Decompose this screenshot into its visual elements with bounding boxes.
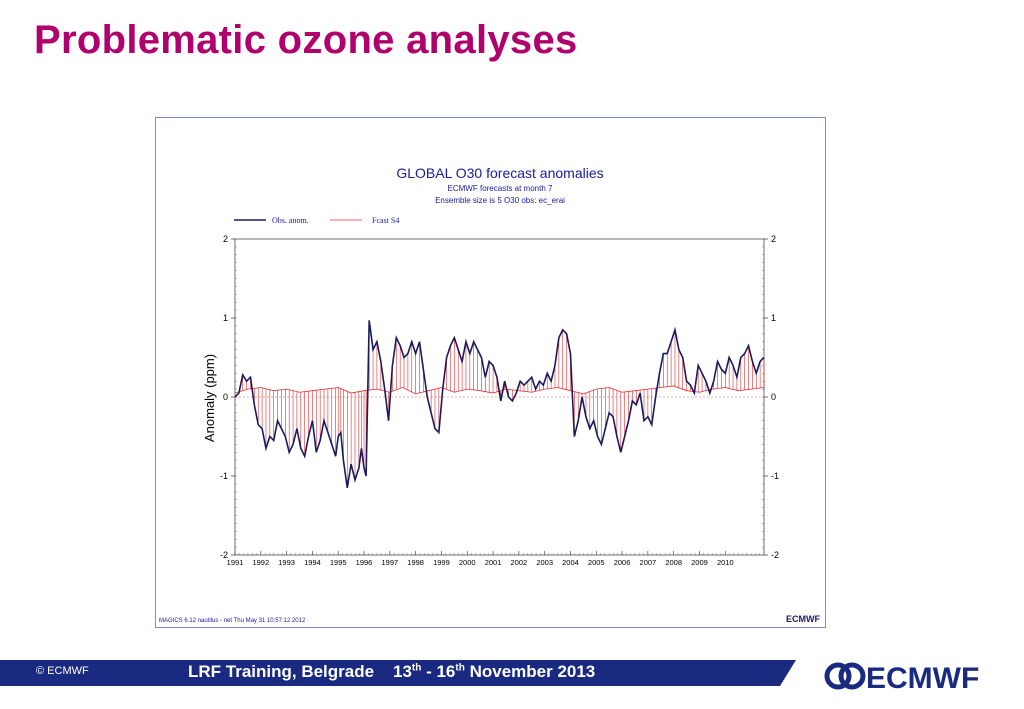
chart-subtitle-2: Ensemble size is 5 O30 obs: ec_erai [435,196,565,205]
x-tick-label: 2000 [459,558,476,567]
y-tick-label-right: 1 [771,313,776,323]
obs-line [234,320,765,488]
y-tick-label-left: 0 [223,392,228,402]
legend-label-obs: Obs. anom. [272,216,309,225]
footer-event-text: LRF Training, Belgrade 13th - 16th Novem… [188,662,595,682]
ecmwf-logo-text: ECMWF [866,662,979,695]
chart-subtitle-1: ECMWF forecasts at month 7 [448,184,553,193]
x-tick-label: 2006 [614,558,631,567]
x-tick-label: 2009 [691,558,708,567]
footer-date-sep: - 16 [421,662,456,681]
y-tick-label-left: 2 [223,234,228,244]
x-tick-label: 1999 [433,558,450,567]
x-tick-label: 2007 [640,558,657,567]
x-tick-label: 2004 [562,558,579,567]
footer-date-start-sup: th [411,662,422,674]
x-tick-label: 2001 [485,558,502,567]
footer-event: LRF Training, Belgrade [188,662,375,681]
footer-date-rest: November 2013 [464,662,596,681]
y-tick-label-right: 0 [771,392,776,402]
fcast-series [234,320,765,488]
x-tick-label: 2008 [665,558,682,567]
y-tick-label-right: -2 [771,550,779,560]
ecmwf-logo: ECMWF [824,662,979,695]
y-axis-label: Anomaly (ppm) [202,354,217,442]
y-tick-label-right: 2 [771,234,776,244]
footer-copyright: © ECMWF [36,665,89,677]
x-tick-label: 1997 [381,558,398,567]
figure-credit: MAGICS 6.12 nautilus - net Thu May 31 10… [159,618,306,624]
small-ecmwf-logo: ECMWF [786,614,820,624]
x-tick-label: 1991 [227,558,244,567]
footer-date-end-sup: th [455,662,465,674]
y-tick-label-right: -1 [771,471,779,481]
y-tick-label-left: -2 [220,550,228,560]
x-tick-label: 1993 [278,558,295,567]
y-tick-label-left: -1 [220,471,228,481]
x-tick-label: 1996 [356,558,373,567]
slide-title: Problematic ozone analyses [34,18,578,62]
chart-figure: GLOBAL O30 forecast anomalies ECMWF fore… [155,117,826,628]
legend-label-fcast: Fcast S4 [372,216,399,225]
footer-bar [0,660,796,686]
x-tick-label: 1998 [407,558,424,567]
x-tick-label: 1992 [252,558,269,567]
x-tick-label: 2002 [511,558,528,567]
x-tick-label: 2005 [588,558,605,567]
x-tick-label: 2003 [536,558,553,567]
footer-date-start: 13 [393,662,412,681]
x-tick-label: 2010 [717,558,734,567]
x-tick-label: 1995 [330,558,347,567]
chart-svg: GLOBAL O30 forecast anomalies ECMWF fore… [159,165,820,624]
chart-title: GLOBAL O30 forecast anomalies [396,165,603,181]
y-tick-label-left: 1 [223,313,228,323]
x-tick-label: 1994 [304,558,321,567]
obs-series [234,320,765,488]
